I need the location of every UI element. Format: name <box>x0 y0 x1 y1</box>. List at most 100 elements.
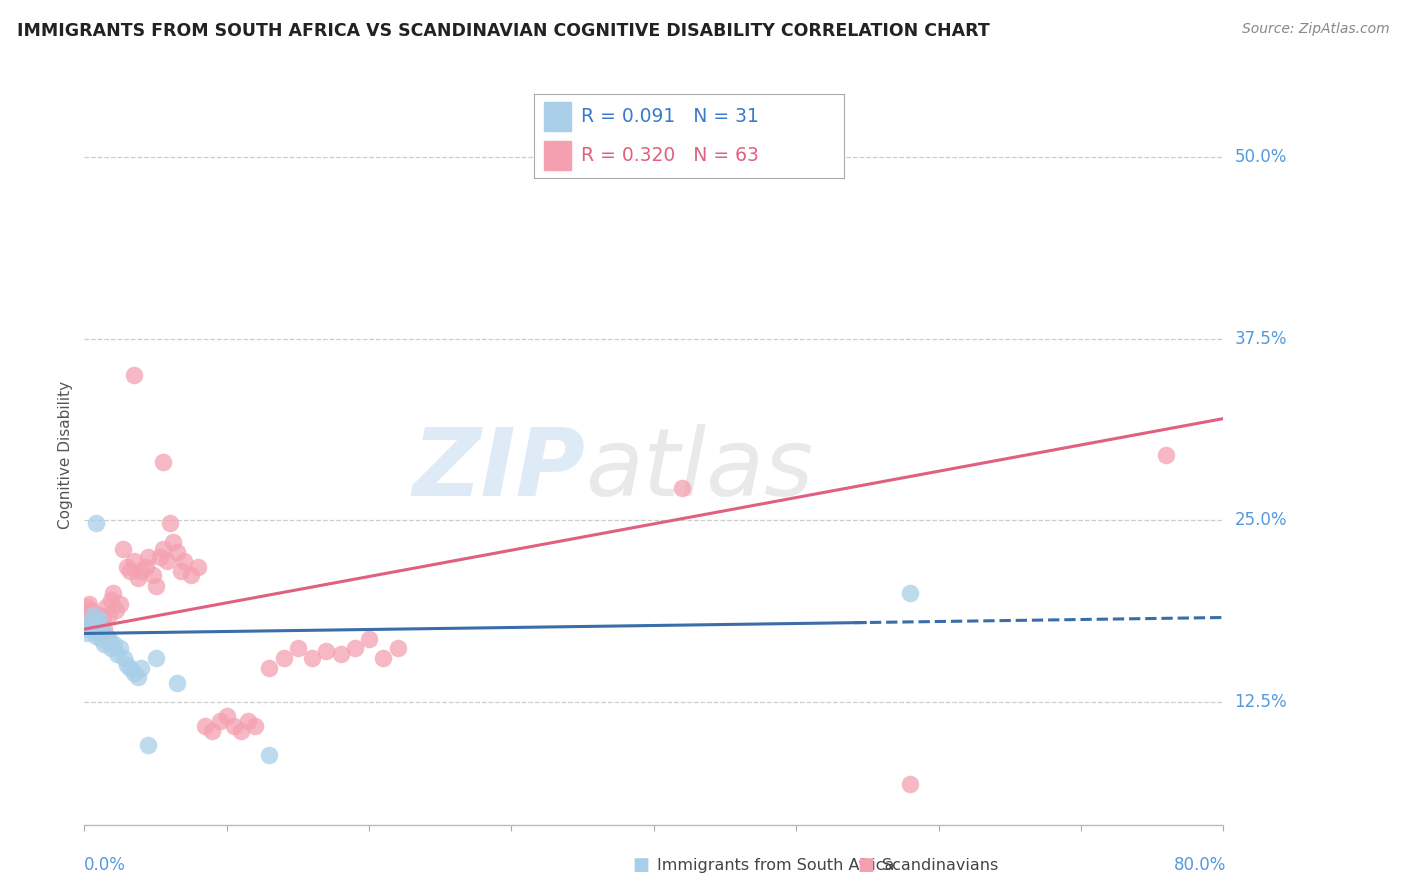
Point <box>131 564 153 578</box>
Point <box>80 612 103 626</box>
Point <box>229 723 252 738</box>
Text: R = 0.320   N = 63: R = 0.320 N = 63 <box>581 146 759 165</box>
Point <box>77 598 100 612</box>
Point <box>108 598 131 612</box>
Point <box>145 578 167 592</box>
Point <box>301 651 323 665</box>
Point <box>100 593 122 607</box>
Point <box>187 559 209 574</box>
Point <box>79 603 101 617</box>
Point <box>156 554 179 568</box>
Point <box>111 542 134 557</box>
Text: Source: ZipAtlas.com: Source: ZipAtlas.com <box>1241 22 1389 37</box>
Point <box>115 658 138 673</box>
Point <box>245 719 267 733</box>
Text: ■: ■ <box>858 856 875 874</box>
Text: 0.0%: 0.0% <box>84 856 127 874</box>
Point <box>87 607 110 622</box>
Point <box>84 607 107 622</box>
Text: Immigrants from South Africa: Immigrants from South Africa <box>657 858 894 872</box>
Point <box>118 661 141 675</box>
Point <box>89 622 111 636</box>
Point <box>180 568 202 582</box>
Point <box>97 607 120 622</box>
Point <box>94 600 117 615</box>
Point <box>329 647 352 661</box>
Point <box>112 651 135 665</box>
Text: IMMIGRANTS FROM SOUTH AFRICA VS SCANDINAVIAN COGNITIVE DISABILITY CORRELATION CH: IMMIGRANTS FROM SOUTH AFRICA VS SCANDINA… <box>17 22 990 40</box>
Y-axis label: Cognitive Disability: Cognitive Disability <box>58 381 73 529</box>
Point <box>898 586 921 600</box>
Point <box>898 777 921 791</box>
Point <box>86 622 108 636</box>
Point <box>101 586 124 600</box>
Point <box>152 542 174 557</box>
Point <box>145 651 167 665</box>
Point <box>75 622 97 636</box>
Point <box>83 615 105 629</box>
Point <box>84 629 107 643</box>
Point <box>138 738 160 752</box>
Point <box>131 661 153 675</box>
Point <box>86 617 108 632</box>
Point <box>201 723 224 738</box>
Point <box>90 617 112 632</box>
Point <box>82 607 104 622</box>
Text: Scandinavians: Scandinavians <box>882 858 998 872</box>
Point <box>100 640 122 655</box>
Point <box>138 549 160 564</box>
Point <box>194 719 217 733</box>
Bar <box>544 103 571 131</box>
Point <box>122 368 145 382</box>
Text: 80.0%: 80.0% <box>1174 856 1226 874</box>
Point <box>162 535 184 549</box>
Point <box>103 637 125 651</box>
Point <box>97 632 120 647</box>
Point <box>166 676 188 690</box>
Point <box>152 455 174 469</box>
Point <box>122 554 145 568</box>
Text: ■: ■ <box>633 856 650 874</box>
Point <box>208 714 231 728</box>
Point <box>87 612 110 626</box>
Point <box>387 640 409 655</box>
Point <box>83 622 105 636</box>
Point <box>94 629 117 643</box>
Text: R = 0.091   N = 31: R = 0.091 N = 31 <box>581 107 759 126</box>
Point <box>671 481 693 495</box>
Text: 12.5%: 12.5% <box>1234 693 1286 711</box>
Point <box>142 568 165 582</box>
Point <box>93 622 115 636</box>
Point <box>343 640 366 655</box>
Point <box>93 637 115 651</box>
Point <box>373 651 395 665</box>
Point <box>359 632 381 647</box>
Point <box>91 612 114 626</box>
Point <box>89 626 111 640</box>
Point <box>76 600 98 615</box>
Point <box>127 571 149 585</box>
Text: ZIP: ZIP <box>412 424 585 516</box>
Point <box>287 640 309 655</box>
Point <box>236 714 259 728</box>
Point <box>259 661 281 675</box>
Point <box>166 545 188 559</box>
Point <box>135 559 157 574</box>
Point <box>170 564 193 578</box>
Point <box>173 554 195 568</box>
Point <box>315 644 337 658</box>
Point <box>215 709 238 723</box>
Point <box>122 665 145 680</box>
Point <box>77 617 100 632</box>
Point <box>104 603 127 617</box>
Point <box>76 626 98 640</box>
Point <box>259 748 281 763</box>
Text: 50.0%: 50.0% <box>1234 148 1286 166</box>
Point <box>127 670 149 684</box>
Point <box>273 651 295 665</box>
Point <box>118 564 141 578</box>
Point <box>159 516 181 530</box>
Point <box>82 617 104 632</box>
Text: atlas: atlas <box>585 425 814 516</box>
Bar <box>544 141 571 169</box>
